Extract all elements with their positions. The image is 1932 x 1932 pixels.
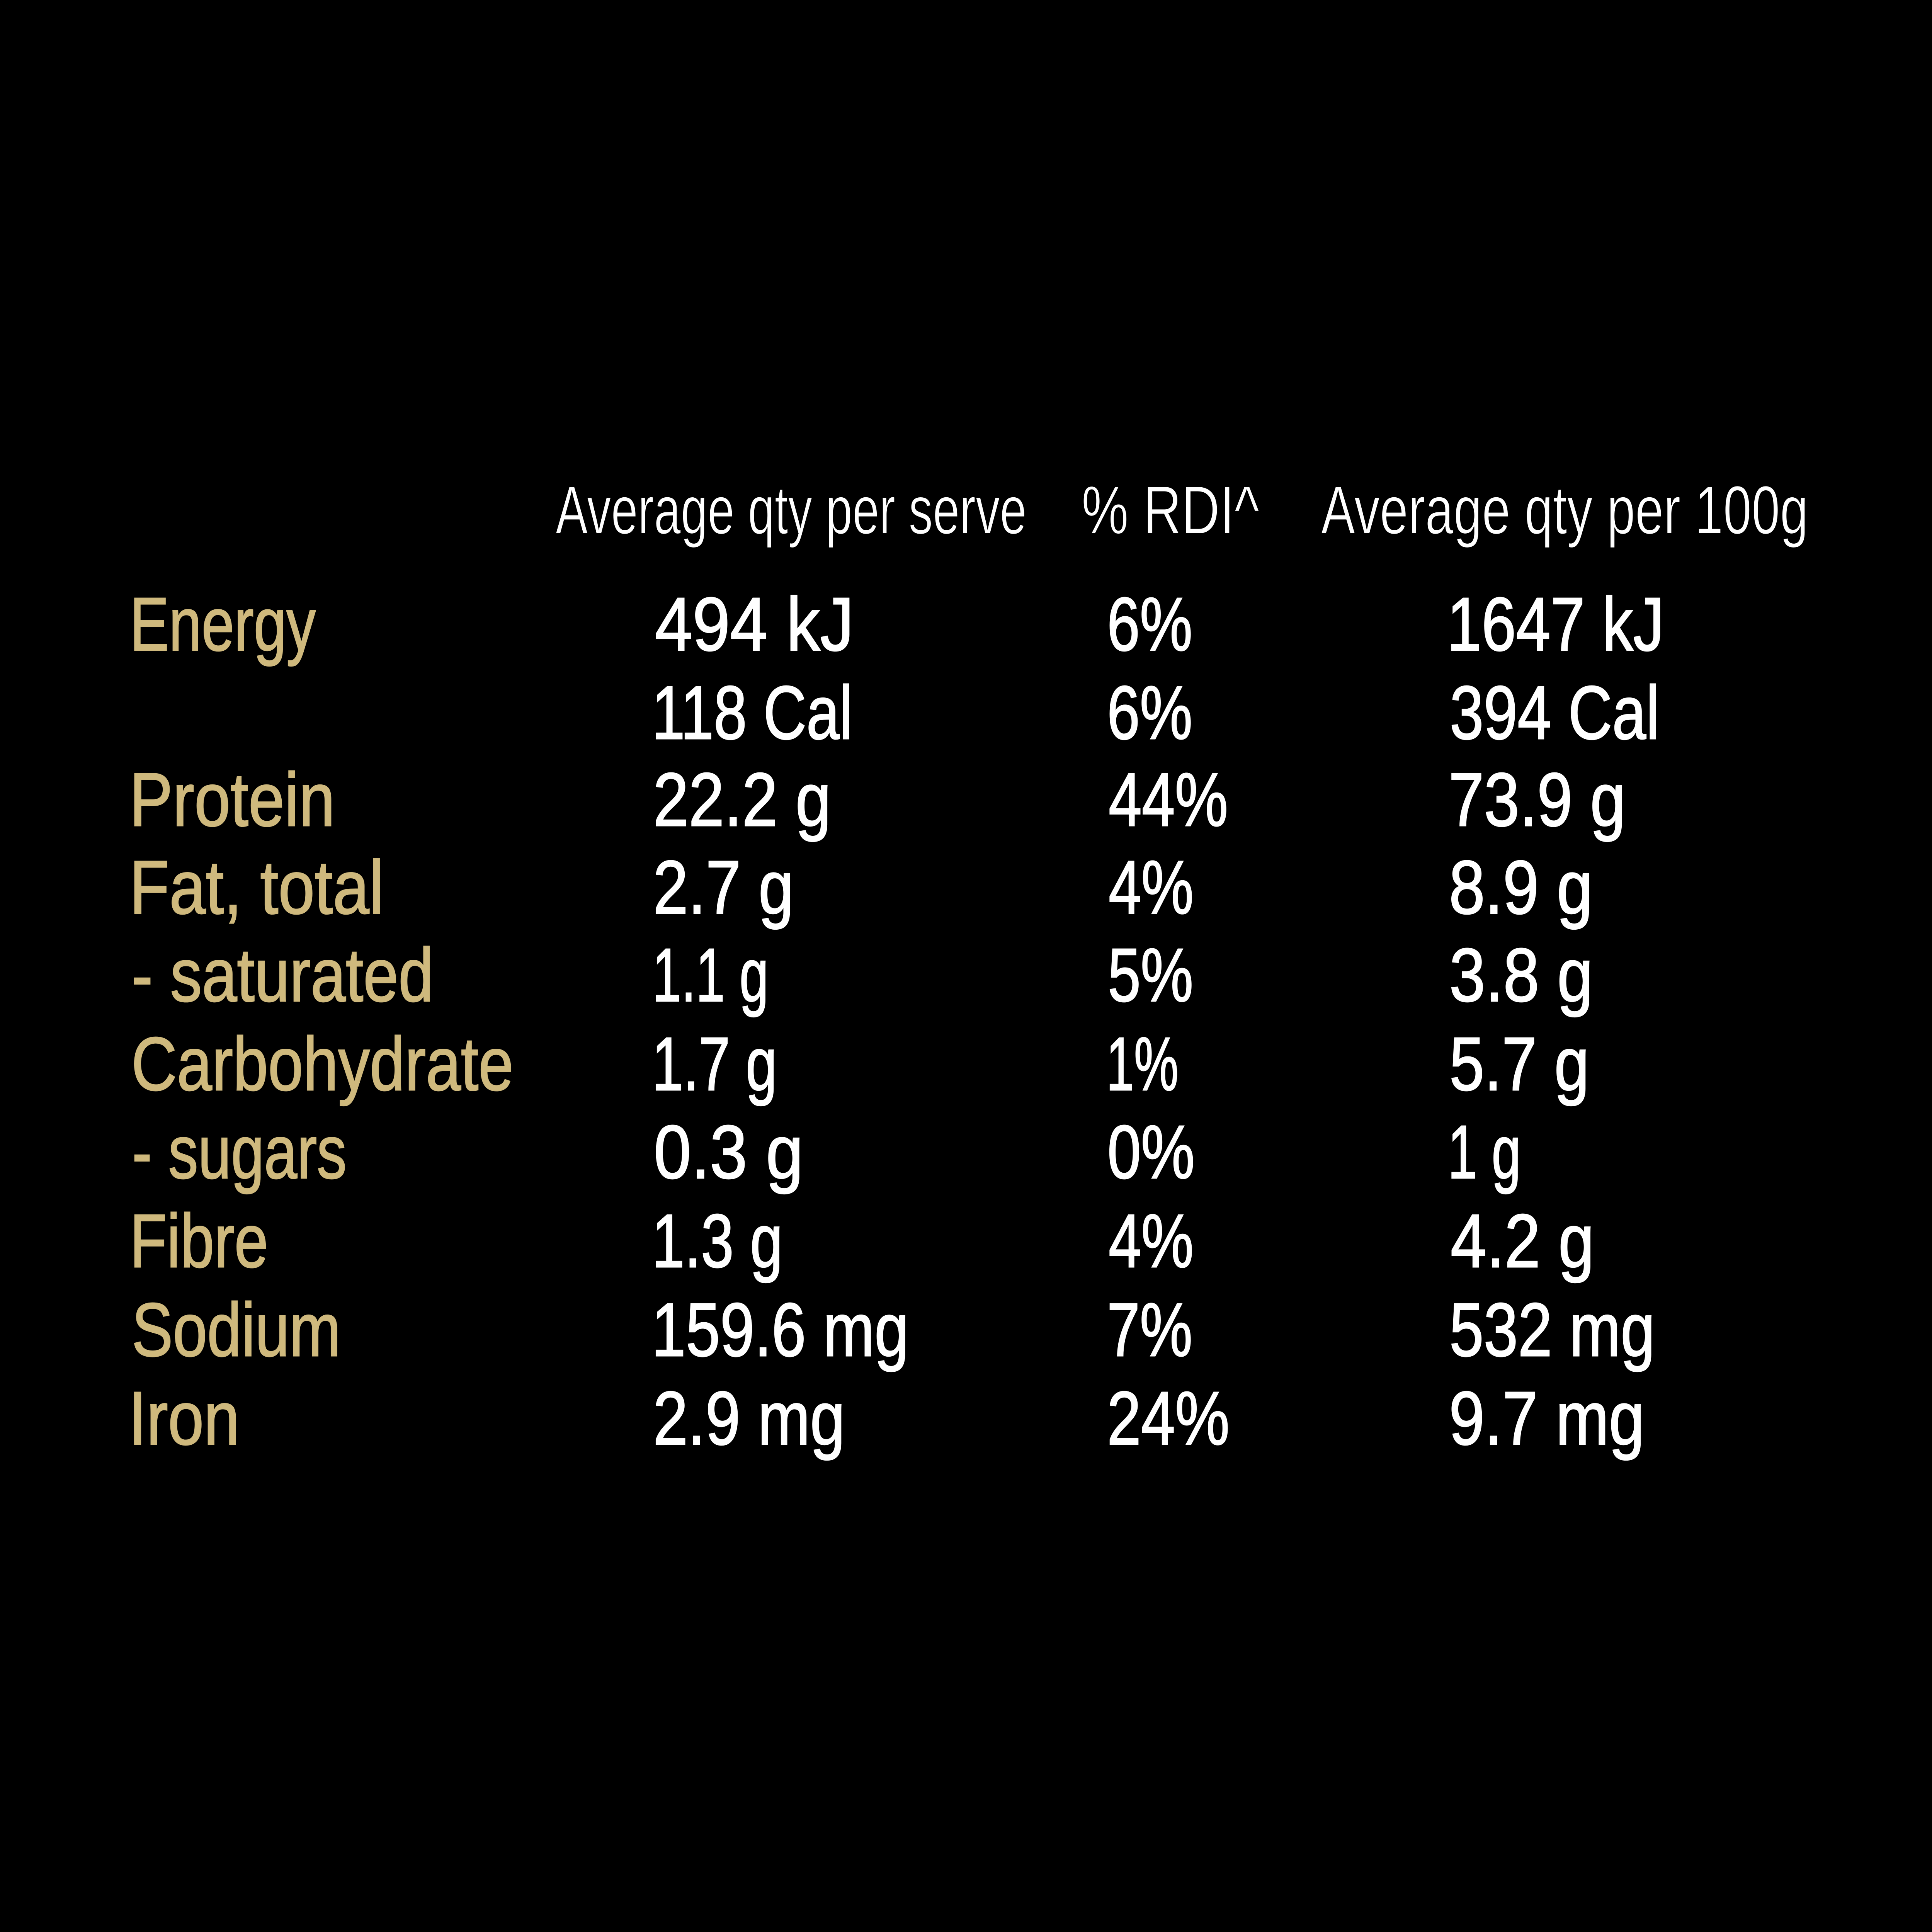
svg-text:Iron: Iron	[129, 1376, 240, 1461]
svg-text:- sugars: - sugars	[132, 1110, 347, 1194]
svg-text:4.2 g: 4.2 g	[1451, 1199, 1594, 1283]
svg-text:Average qty per serve: Average qty per serve	[556, 472, 1027, 548]
svg-text:1.7 g: 1.7 g	[652, 1022, 777, 1106]
svg-text:159.6 mg: 159.6 mg	[651, 1287, 909, 1372]
svg-text:118 Cal: 118 Cal	[652, 670, 853, 755]
svg-text:Carbohydrate: Carbohydrate	[131, 1022, 514, 1106]
svg-text:24%: 24%	[1107, 1376, 1230, 1461]
svg-text:73.9 g: 73.9 g	[1449, 757, 1626, 842]
svg-text:3.8 g: 3.8 g	[1449, 933, 1593, 1017]
svg-text:22.2 g: 22.2 g	[653, 757, 831, 842]
svg-text:Energy: Energy	[130, 582, 316, 667]
svg-text:- saturated: - saturated	[132, 933, 434, 1017]
svg-text:6%: 6%	[1107, 582, 1192, 667]
svg-text:4%: 4%	[1109, 845, 1194, 930]
svg-text:% RDI^: % RDI^	[1082, 472, 1259, 548]
svg-text:7%: 7%	[1107, 1287, 1192, 1372]
svg-text:2.9 mg: 2.9 mg	[653, 1376, 845, 1461]
svg-text:9.7 mg: 9.7 mg	[1449, 1376, 1645, 1461]
svg-text:0.3 g: 0.3 g	[654, 1110, 803, 1194]
svg-text:4%: 4%	[1109, 1199, 1194, 1283]
svg-text:2.7 g: 2.7 g	[653, 845, 794, 930]
svg-text:Protein: Protein	[129, 757, 335, 842]
svg-text:1.1 g: 1.1 g	[652, 933, 769, 1017]
svg-text:1 g: 1 g	[1448, 1110, 1521, 1194]
svg-text:5.7 g: 5.7 g	[1449, 1022, 1589, 1106]
svg-text:6%: 6%	[1107, 670, 1192, 755]
svg-text:Average qty per 100g: Average qty per 100g	[1321, 472, 1808, 548]
svg-text:532 mg: 532 mg	[1449, 1287, 1655, 1372]
svg-text:Fat, total: Fat, total	[129, 845, 384, 930]
svg-text:494 kJ: 494 kJ	[655, 582, 854, 667]
svg-text:Sodium: Sodium	[132, 1287, 341, 1372]
svg-text:1647 kJ: 1647 kJ	[1447, 582, 1664, 667]
svg-text:1%: 1%	[1106, 1022, 1179, 1106]
svg-text:8.9 g: 8.9 g	[1449, 845, 1593, 930]
svg-text:5%: 5%	[1108, 933, 1193, 1017]
svg-text:394 Cal: 394 Cal	[1450, 670, 1660, 755]
svg-text:1.3 g: 1.3 g	[652, 1199, 783, 1283]
svg-text:0%: 0%	[1107, 1110, 1195, 1194]
svg-text:44%: 44%	[1109, 757, 1228, 842]
svg-text:Fibre: Fibre	[130, 1199, 268, 1283]
